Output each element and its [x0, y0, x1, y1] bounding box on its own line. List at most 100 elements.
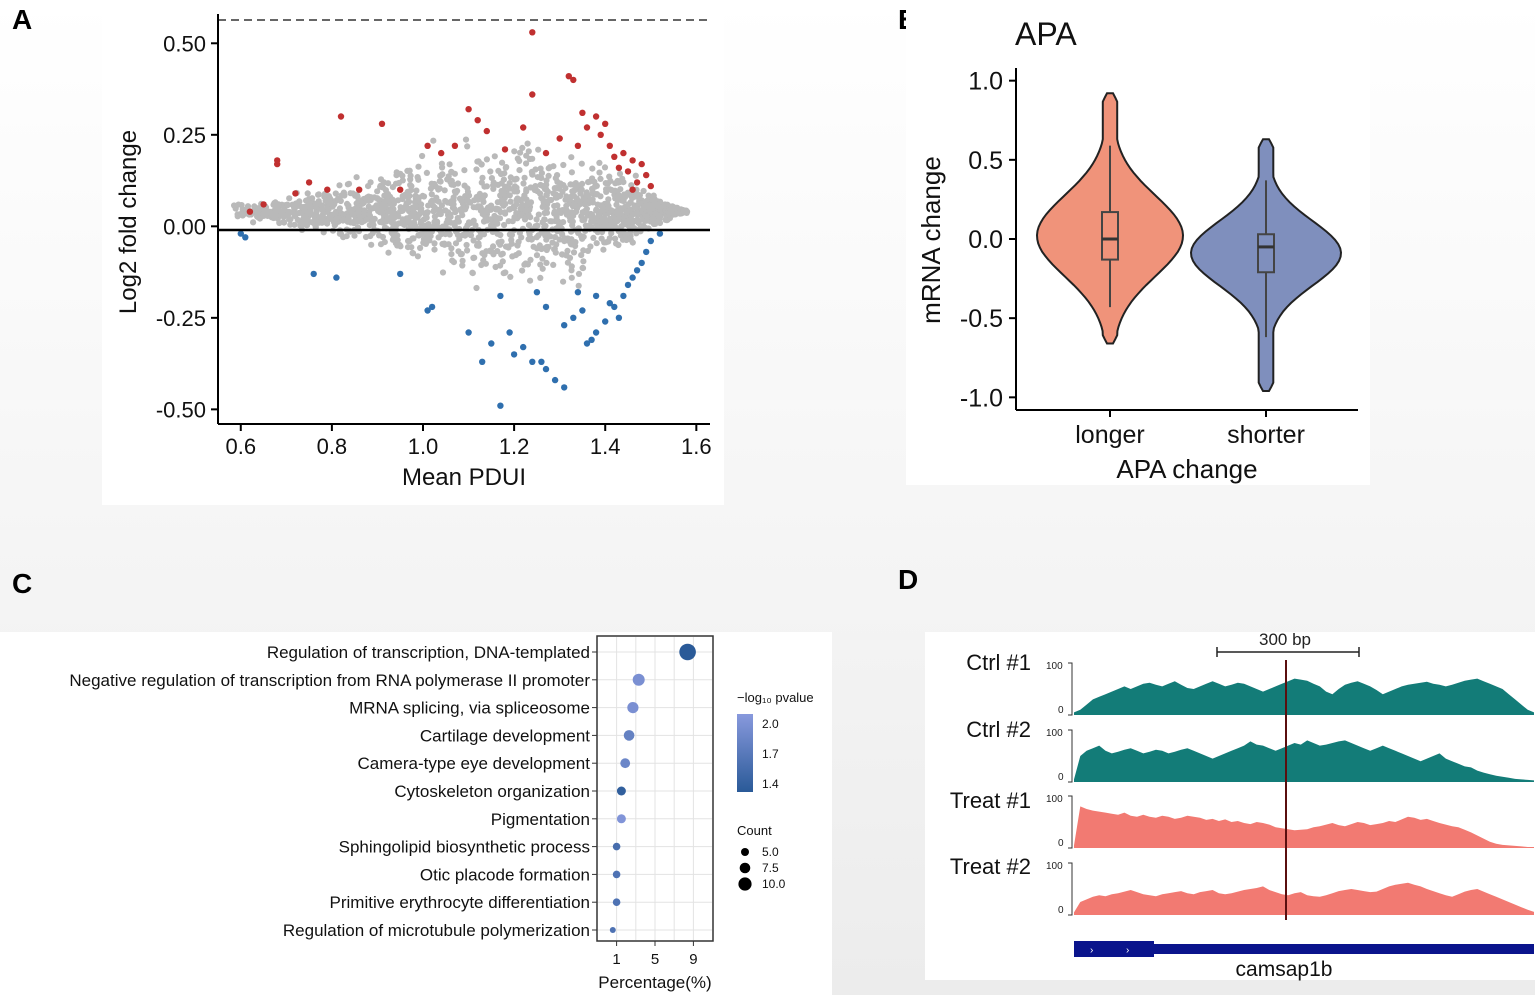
ns-point — [454, 231, 461, 238]
ns-point — [428, 180, 435, 187]
down-point — [465, 329, 472, 336]
x-tick-label: 1.2 — [499, 434, 530, 459]
down-point — [488, 340, 495, 347]
size-legend-dot — [739, 862, 751, 874]
ns-point — [541, 209, 548, 217]
ns-point — [425, 202, 432, 209]
grey-points-layer — [231, 136, 691, 292]
ns-point — [253, 208, 260, 215]
track-label: Ctrl #2 — [966, 717, 1031, 742]
ns-point — [568, 267, 575, 274]
ns-point — [503, 164, 510, 171]
term-dot — [612, 842, 621, 851]
ns-point — [603, 188, 610, 195]
ns-point — [425, 221, 432, 228]
up-point — [606, 142, 613, 149]
ns-point — [467, 232, 475, 239]
ns-point — [355, 208, 362, 215]
gene-name: camsap1b — [1236, 958, 1333, 981]
ns-point — [620, 179, 627, 186]
ns-point — [579, 235, 586, 242]
down-point — [583, 340, 591, 347]
ns-point — [380, 179, 388, 186]
ns-point — [601, 164, 609, 171]
ns-point — [439, 223, 446, 230]
ns-point — [564, 247, 571, 254]
ns-point — [461, 182, 468, 189]
ns-point — [667, 207, 674, 214]
gene-exon-block — [1074, 941, 1154, 957]
y-tick-label: 1.0 — [968, 68, 1003, 96]
ns-point — [500, 202, 507, 209]
ns-point — [535, 146, 542, 153]
ns-point — [568, 241, 575, 248]
ns-point — [516, 157, 523, 165]
ns-point — [458, 208, 465, 215]
ns-point — [250, 219, 257, 226]
ns-point — [571, 201, 578, 208]
ns-point — [430, 137, 437, 144]
track-scale-bracket — [1068, 729, 1073, 783]
ns-point — [470, 254, 477, 262]
ns-point — [490, 179, 497, 186]
ns-point — [580, 247, 587, 254]
ns-point — [448, 198, 455, 205]
ns-point — [568, 169, 576, 176]
ns-point — [513, 201, 520, 208]
ns-point — [499, 258, 506, 265]
y-tick-label: 0.50 — [163, 31, 206, 56]
up-point — [529, 29, 536, 36]
ns-point — [525, 222, 533, 229]
ns-point — [280, 213, 288, 220]
ns-point — [568, 274, 575, 281]
up-point — [620, 149, 627, 157]
ns-point — [610, 213, 617, 220]
ns-point — [412, 222, 419, 229]
ns-point — [584, 247, 592, 254]
ns-point — [325, 206, 332, 213]
ns-point — [559, 231, 566, 238]
ns-point — [284, 202, 291, 209]
ns-point — [318, 215, 325, 222]
term-dot — [632, 673, 645, 686]
ns-point — [439, 269, 447, 276]
term-dot — [609, 927, 616, 933]
y-axis-title: Log2 fold change — [115, 130, 142, 314]
down-point — [579, 307, 586, 314]
size-legend-label: 10.0 — [762, 877, 786, 891]
ns-point — [564, 259, 572, 266]
down-point — [561, 322, 568, 329]
ns-point — [437, 211, 444, 218]
ns-point — [389, 202, 396, 209]
ns-point — [347, 207, 354, 215]
ns-point — [500, 176, 507, 183]
down-point — [397, 270, 404, 278]
down-point — [242, 234, 249, 241]
ns-point — [355, 197, 362, 204]
down-point — [588, 336, 595, 343]
ns-point — [439, 164, 446, 171]
ns-point — [412, 214, 419, 222]
term-dot — [612, 898, 621, 906]
term-label: Negative regulation of transcription fro… — [69, 671, 590, 690]
ns-point — [589, 185, 596, 192]
ns-point — [445, 241, 452, 248]
ns-point — [602, 180, 609, 187]
color-tick-label: 2.0 — [762, 717, 779, 731]
ns-point — [589, 213, 596, 220]
ns-point — [519, 195, 527, 202]
ns-point — [300, 206, 308, 213]
ns-point — [616, 170, 624, 177]
ns-point — [340, 216, 347, 223]
ns-point — [560, 161, 567, 169]
up-point — [647, 182, 654, 190]
ns-point — [344, 181, 351, 188]
ns-point — [363, 216, 370, 223]
ns-point — [395, 197, 402, 204]
ns-point — [529, 171, 536, 178]
ns-point — [632, 218, 640, 225]
color-legend-title: −log₁₀ pvalue — [737, 690, 814, 705]
ns-point — [487, 168, 494, 175]
ns-point — [361, 207, 368, 214]
ns-point — [615, 241, 622, 249]
